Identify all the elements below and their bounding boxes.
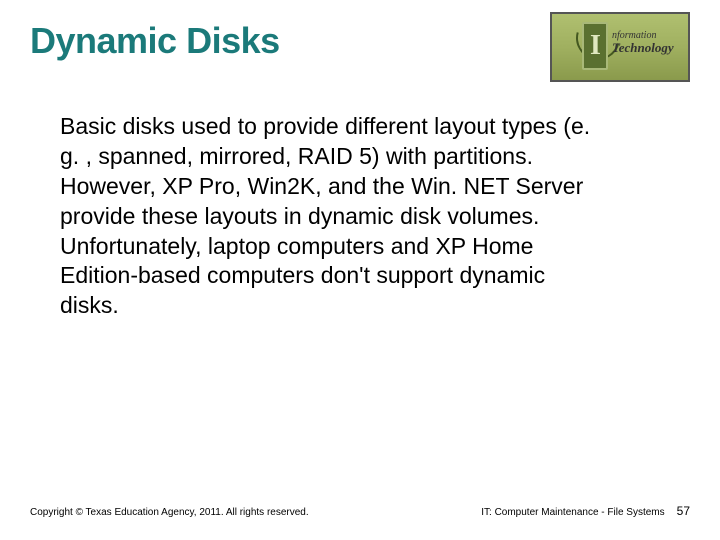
- body-paragraph: Basic disks used to provide different la…: [60, 112, 610, 321]
- footer-right: IT: Computer Maintenance - File Systems …: [481, 504, 690, 518]
- course-text: IT: Computer Maintenance - File Systems: [481, 507, 664, 518]
- logo-inner: nformation Technology: [552, 14, 688, 80]
- logo-letter-i-icon: [582, 22, 608, 70]
- logo-text-line2: Technology: [612, 41, 674, 55]
- it-logo: nformation Technology: [550, 12, 690, 82]
- copyright-text: Copyright © Texas Education Agency, 2011…: [30, 507, 309, 518]
- logo-text: nformation Technology: [612, 30, 674, 55]
- footer: Copyright © Texas Education Agency, 2011…: [30, 504, 690, 518]
- slide: Dynamic Disks nformation Technology Basi…: [0, 0, 720, 540]
- page-number: 57: [677, 504, 690, 518]
